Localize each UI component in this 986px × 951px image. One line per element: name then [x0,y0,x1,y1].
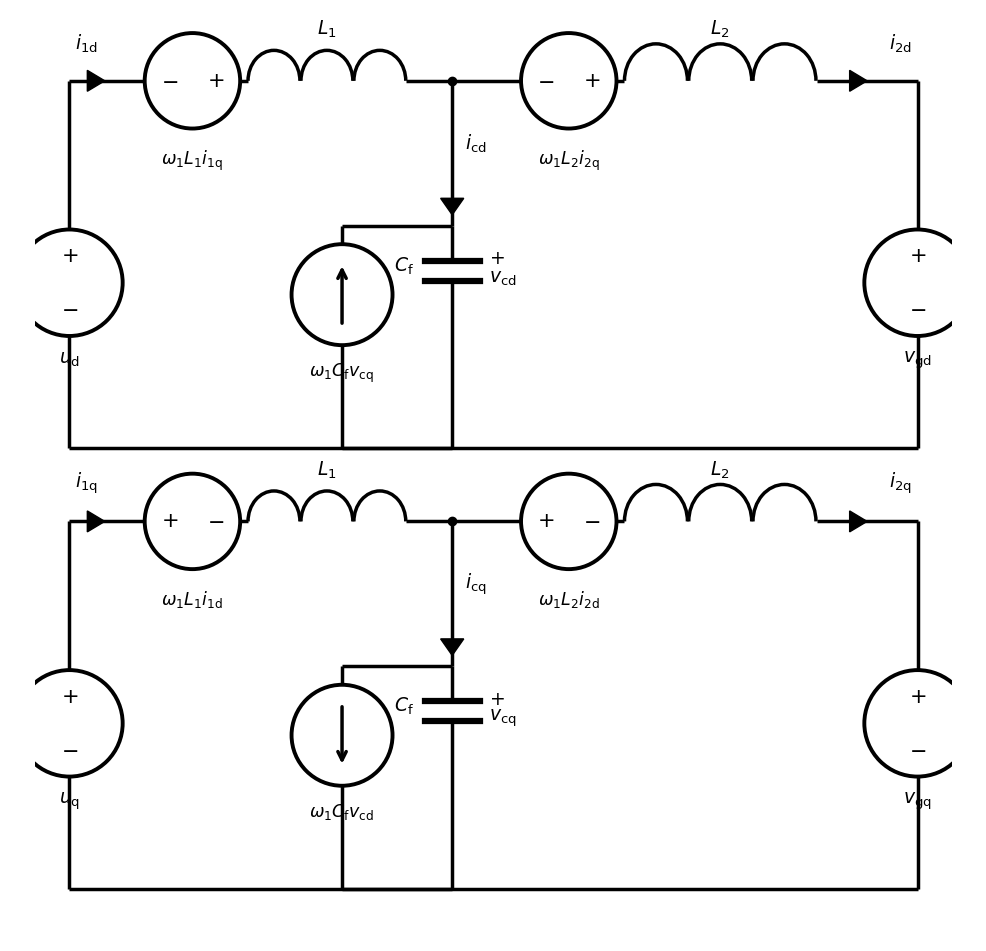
Text: $-$: $-$ [908,740,925,760]
Text: $v_{\mathrm{gd}}$: $v_{\mathrm{gd}}$ [902,350,931,371]
Circle shape [291,244,392,345]
Text: $i_{\mathrm{cq}}$: $i_{\mathrm{cq}}$ [464,572,486,597]
Text: $+$: $+$ [61,687,78,707]
Text: $\omega_1 L_1 i_{\mathrm{1q}}$: $\omega_1 L_1 i_{\mathrm{1q}}$ [162,148,223,173]
Text: $v_{\mathrm{cq}}$: $v_{\mathrm{cq}}$ [488,708,516,729]
Text: $i_{\mathrm{2q}}$: $i_{\mathrm{2q}}$ [888,470,911,495]
Text: $+$: $+$ [536,512,554,532]
Text: $i_{\mathrm{1d}}$: $i_{\mathrm{1d}}$ [75,32,98,55]
Text: $C_{\mathrm{f}}$: $C_{\mathrm{f}}$ [393,256,413,277]
Polygon shape [849,70,867,91]
Text: $\omega_1 C_{\mathrm{f}} v_{\mathrm{cd}}$: $\omega_1 C_{\mathrm{f}} v_{\mathrm{cd}}… [309,803,375,823]
Circle shape [145,474,240,569]
Text: $+$: $+$ [488,690,504,708]
Polygon shape [87,511,105,532]
Text: $-$: $-$ [61,740,78,760]
Polygon shape [440,639,463,655]
Text: $i_{\mathrm{2d}}$: $i_{\mathrm{2d}}$ [888,32,911,55]
Polygon shape [849,511,867,532]
Polygon shape [440,199,463,215]
Circle shape [16,670,122,777]
Polygon shape [87,70,105,91]
Text: $+$: $+$ [908,687,925,707]
Text: $+$: $+$ [161,512,178,532]
Text: $L_2$: $L_2$ [710,459,730,481]
Circle shape [291,685,392,786]
Text: $-$: $-$ [908,300,925,320]
Text: $\omega_1 C_{\mathrm{f}} v_{\mathrm{cq}}$: $\omega_1 C_{\mathrm{f}} v_{\mathrm{cq}}… [309,361,375,385]
Text: $i_{\mathrm{1q}}$: $i_{\mathrm{1q}}$ [75,470,98,495]
Text: $v_{\mathrm{cd}}$: $v_{\mathrm{cd}}$ [488,268,516,287]
Text: $-$: $-$ [61,300,78,320]
Text: $+$: $+$ [488,249,504,268]
Text: $L_2$: $L_2$ [710,19,730,40]
Text: $+$: $+$ [206,70,224,90]
Text: $\omega_1 L_2 i_{\mathrm{2d}}$: $\omega_1 L_2 i_{\mathrm{2d}}$ [537,590,599,611]
Text: $\omega_1 L_2 i_{\mathrm{2q}}$: $\omega_1 L_2 i_{\mathrm{2q}}$ [537,148,599,173]
Text: $u_{\mathrm{d}}$: $u_{\mathrm{d}}$ [59,350,80,369]
Text: $-$: $-$ [536,70,554,90]
Text: $\omega_1 L_1 i_{\mathrm{1d}}$: $\omega_1 L_1 i_{\mathrm{1d}}$ [162,590,223,611]
Text: $+$: $+$ [908,246,925,266]
Text: $+$: $+$ [583,70,599,90]
Text: $L_1$: $L_1$ [317,459,336,481]
Circle shape [521,474,616,569]
Text: $i_{\mathrm{cd}}$: $i_{\mathrm{cd}}$ [464,133,486,155]
Circle shape [521,33,616,128]
Circle shape [16,229,122,336]
Text: $-$: $-$ [161,70,177,90]
Circle shape [145,33,240,128]
Text: $-$: $-$ [583,512,599,532]
Text: $u_{\mathrm{q}}$: $u_{\mathrm{q}}$ [59,790,80,812]
Text: $+$: $+$ [61,246,78,266]
Circle shape [864,670,970,777]
Text: $-$: $-$ [206,512,224,532]
Text: $v_{\mathrm{gq}}$: $v_{\mathrm{gq}}$ [902,790,931,812]
Text: $L_1$: $L_1$ [317,19,336,40]
Text: $C_{\mathrm{f}}$: $C_{\mathrm{f}}$ [393,696,413,717]
Circle shape [864,229,970,336]
